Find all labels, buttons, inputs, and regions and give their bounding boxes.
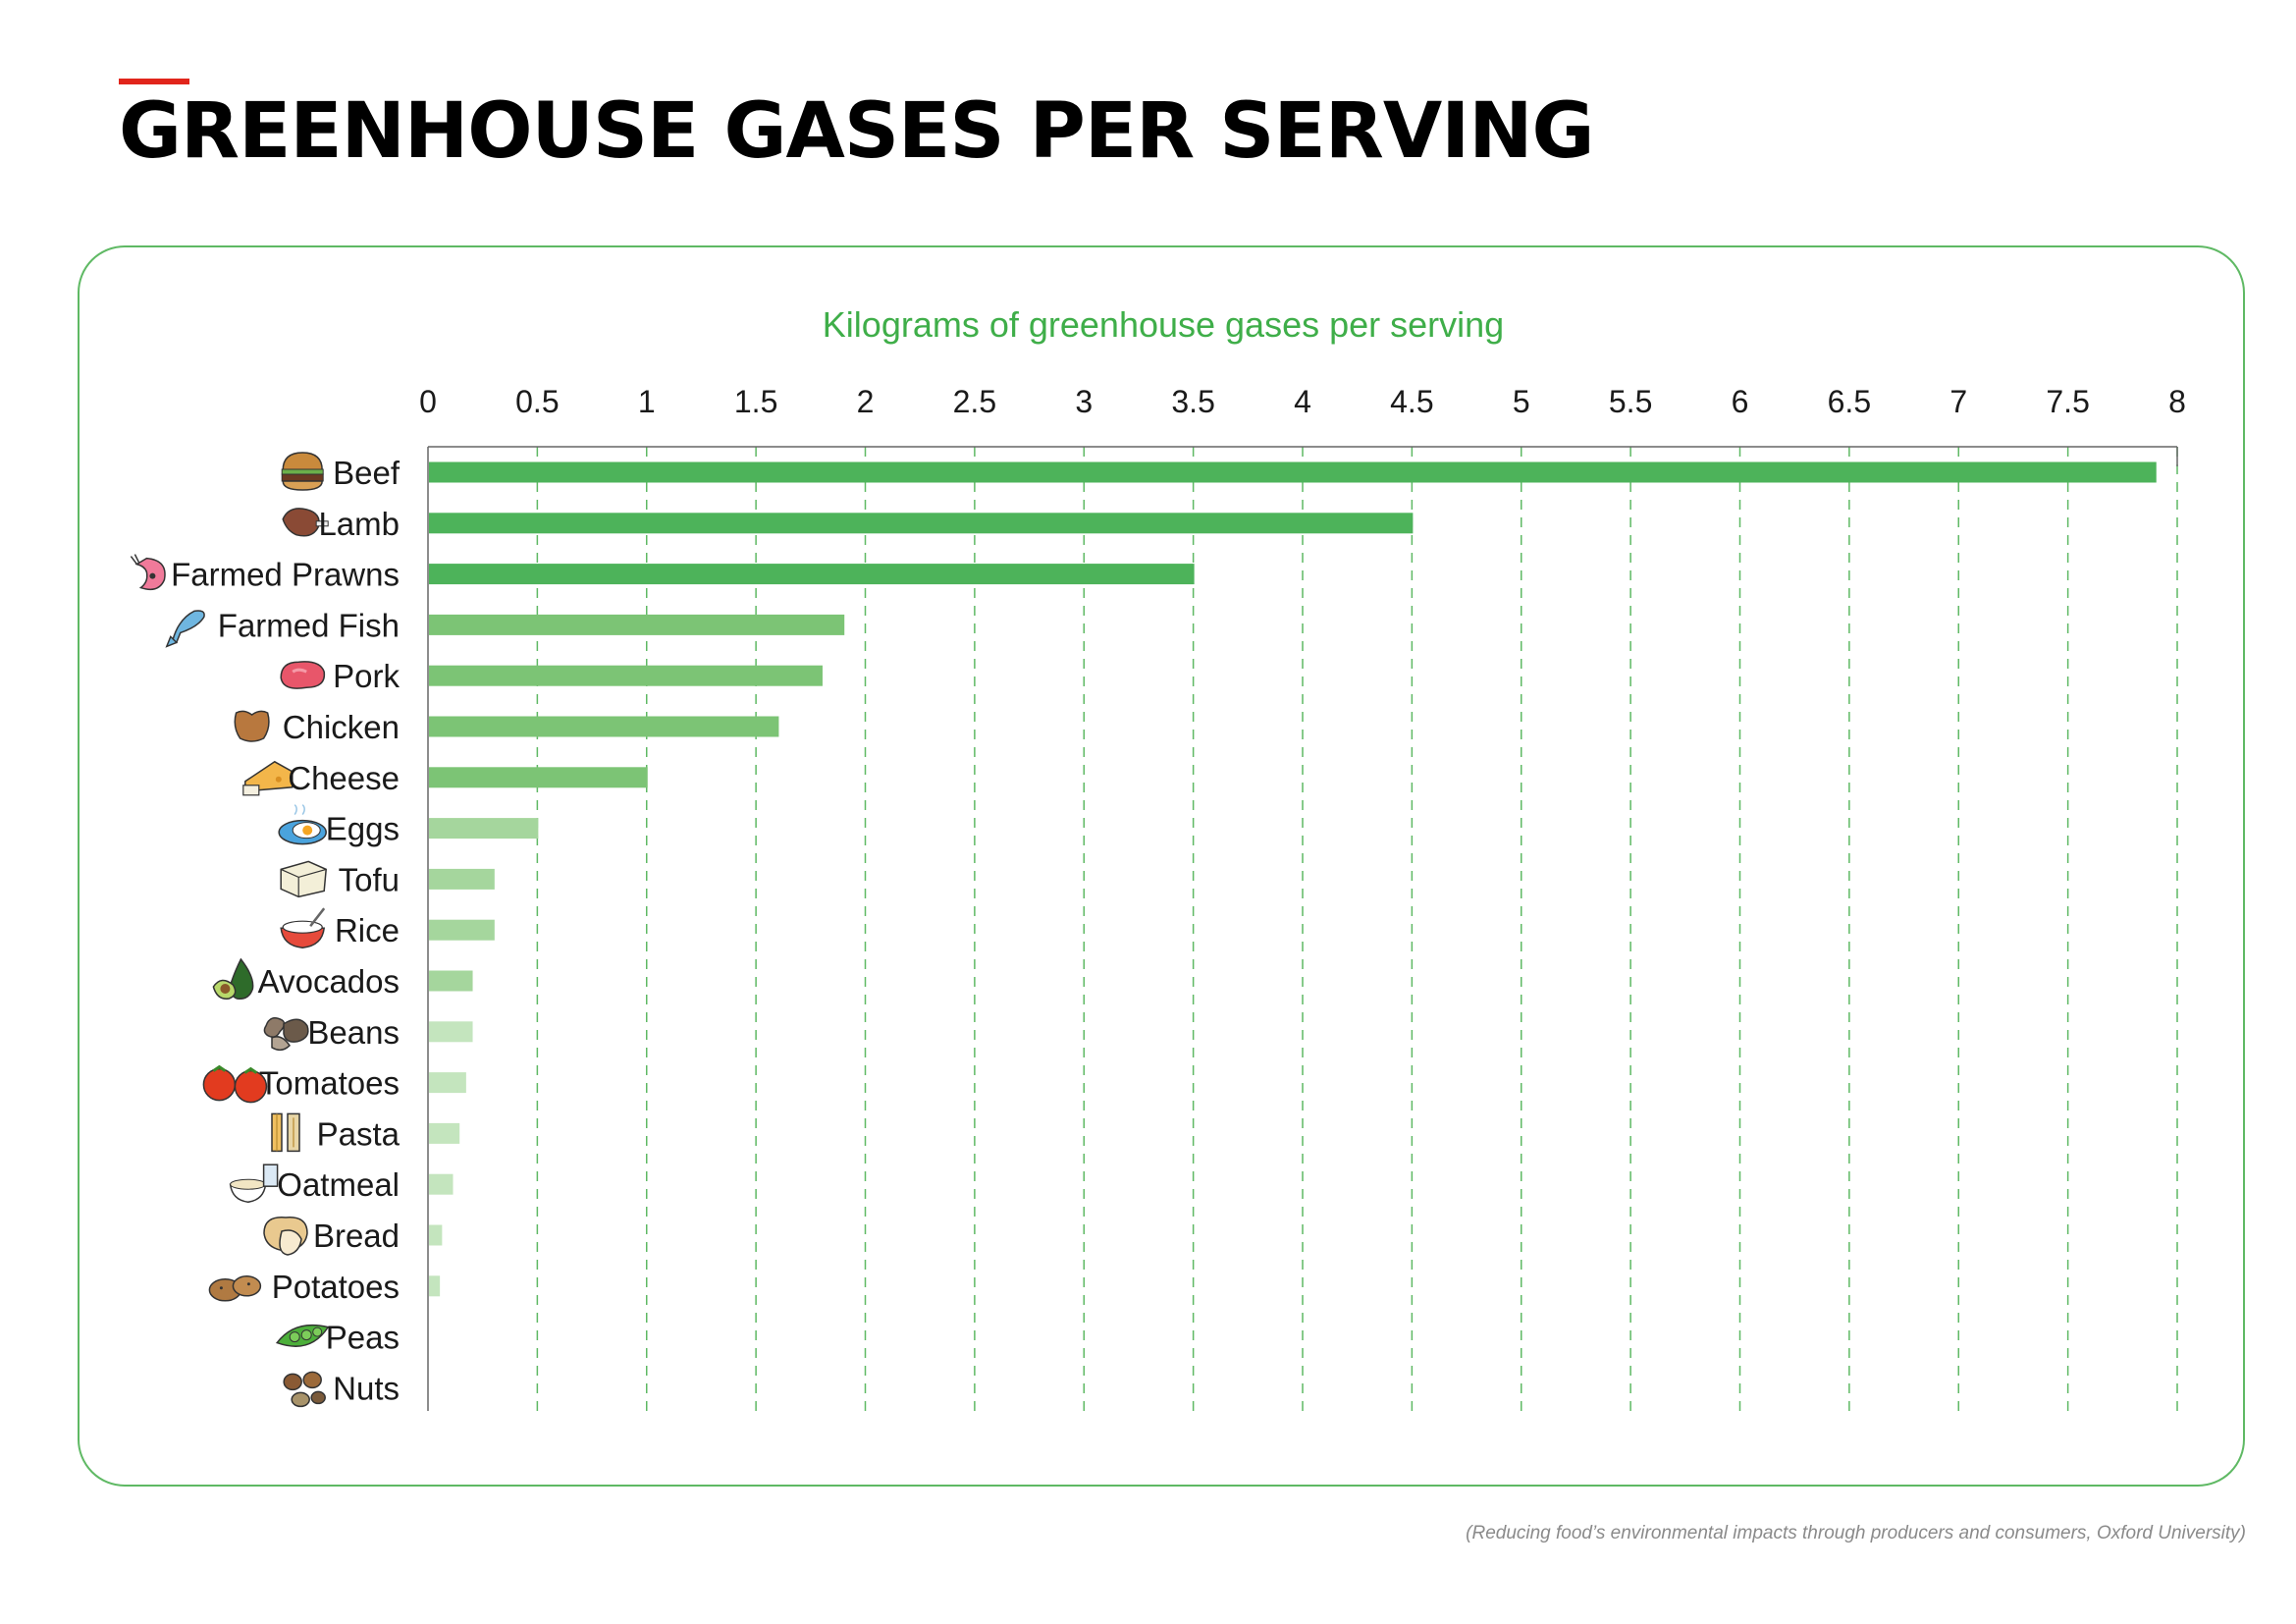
- bar-eggs: [429, 818, 539, 839]
- bars: [429, 461, 2157, 1297]
- x-tick-label: 6.5: [1828, 384, 1871, 419]
- chart-frame: [78, 245, 2245, 1487]
- bar-oatmeal: [429, 1173, 454, 1195]
- gridlines: [536, 447, 2178, 1411]
- x-tick-label: 1.5: [734, 384, 777, 419]
- x-tick-label: 6: [1732, 384, 1749, 419]
- tomatoes-icon: [202, 1064, 268, 1104]
- x-tick-label: 2: [857, 384, 875, 419]
- bar-cheese: [429, 767, 648, 788]
- category-label: Avocados: [258, 963, 400, 1000]
- pork-icon: [280, 661, 326, 689]
- category-icons: [130, 452, 330, 1408]
- bar-chicken: [429, 716, 779, 737]
- x-tick-label: 8: [2168, 384, 2186, 419]
- x-tick-label: 2.5: [953, 384, 996, 419]
- x-tick-label: 3: [1075, 384, 1093, 419]
- x-tick-label: 7: [1949, 384, 1967, 419]
- bar-farmed-prawns: [429, 564, 1195, 585]
- bar-rice: [429, 919, 495, 941]
- category-label: Farmed Fish: [218, 607, 400, 643]
- x-tick-label: 3.5: [1171, 384, 1214, 419]
- source-note: (Reducing food’s environmental impacts t…: [1466, 1523, 2246, 1543]
- bar-beef: [429, 461, 2157, 483]
- tofu-icon: [280, 860, 327, 898]
- bar-farmed-fish: [429, 614, 845, 635]
- bar-avocados: [429, 970, 473, 992]
- x-tick-label: 0.5: [515, 384, 559, 419]
- chicken-icon: [234, 710, 270, 742]
- category-label: Pasta: [317, 1115, 400, 1152]
- x-tick-label: 1: [638, 384, 656, 419]
- category-label: Beef: [333, 455, 400, 491]
- fish-icon: [165, 610, 205, 648]
- cheese-icon: [242, 760, 294, 796]
- axes: [427, 446, 2178, 1411]
- category-label: Nuts: [333, 1370, 400, 1406]
- avocado-icon: [212, 957, 254, 1001]
- prawn-icon: [130, 554, 166, 591]
- bar-tofu: [429, 868, 495, 890]
- eggs-icon: [278, 804, 327, 845]
- chart-title: Kilograms of greenhouse gases per servin…: [823, 304, 1504, 345]
- lamb-icon: [282, 508, 329, 537]
- nuts-icon: [283, 1371, 326, 1408]
- rice-icon: [280, 907, 326, 948]
- bar-tomatoes: [429, 1072, 466, 1094]
- category-label: Lamb: [318, 506, 400, 542]
- bar-pasta: [429, 1122, 460, 1144]
- burger-icon: [281, 452, 324, 491]
- category-label: Tofu: [339, 861, 400, 897]
- x-tick-label: 4: [1294, 384, 1311, 419]
- category-label: Beans: [307, 1014, 400, 1051]
- category-label: Potatoes: [272, 1269, 400, 1305]
- x-tick-label: 4.5: [1390, 384, 1433, 419]
- category-label: Eggs: [326, 811, 400, 847]
- oatmeal-icon: [229, 1164, 279, 1203]
- category-label: Farmed Prawns: [171, 557, 400, 593]
- x-axis-ticks: 0 0.5 1 1.5 2 2.5 3 3.5 4 4.5 5 5.5 6 6.5 7 7.5 8: [419, 384, 2186, 419]
- x-tick-label: 7.5: [2046, 384, 2089, 419]
- bar-pork: [429, 665, 823, 686]
- beans-icon: [263, 1017, 309, 1052]
- bar-potatoes: [429, 1275, 441, 1297]
- category-label: Peas: [326, 1320, 400, 1356]
- pasta-icon: [271, 1112, 300, 1153]
- bar-beans: [429, 1021, 473, 1043]
- page-title: GREENHOUSE GASES PER SERVING: [119, 87, 1595, 176]
- x-tick-label: 5: [1513, 384, 1530, 419]
- x-tick-label: 5.5: [1609, 384, 1652, 419]
- category-label: Cheese: [288, 760, 400, 796]
- bar-bread: [429, 1224, 443, 1246]
- category-label: Chicken: [283, 709, 400, 745]
- category-label: Oatmeal: [277, 1166, 400, 1203]
- category-label: Pork: [333, 658, 400, 694]
- peas-icon: [275, 1324, 330, 1347]
- x-tick-label: 0: [419, 384, 437, 419]
- category-labels: Beef Lamb Farmed Prawns Farmed Fish Pork Chic…: [171, 455, 400, 1406]
- category-label: Rice: [335, 912, 400, 948]
- bread-icon: [263, 1217, 308, 1256]
- category-label: Tomatoes: [259, 1065, 400, 1102]
- title-accent-rule: [119, 79, 189, 84]
- bar-lamb: [429, 513, 1414, 534]
- category-label: Bread: [313, 1218, 400, 1254]
- potatoes-icon: [208, 1275, 262, 1302]
